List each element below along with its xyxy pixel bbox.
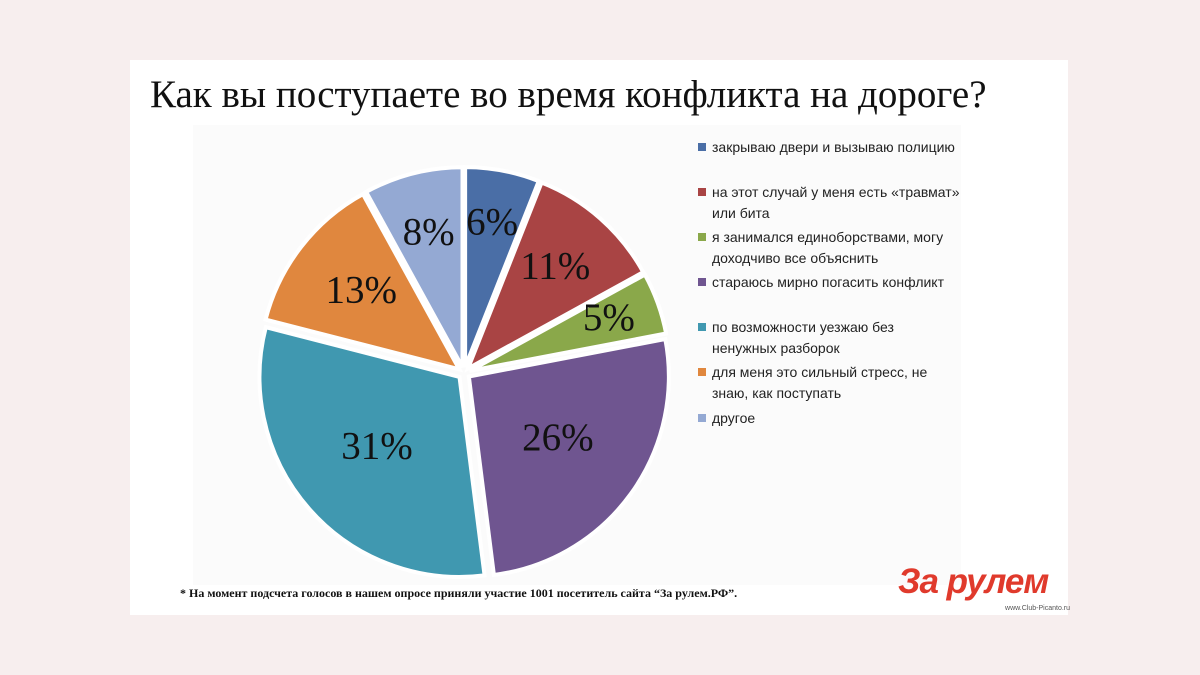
watermark: www.Club-Picanto.ru xyxy=(1005,605,1070,612)
footnote: * На момент подсчета голосов в нашем опр… xyxy=(180,586,738,600)
pie-slice xyxy=(463,165,542,368)
legend-item: закрываю двери и вызываю полицию xyxy=(698,137,998,158)
legend-item: другое xyxy=(698,408,998,429)
pie-slice xyxy=(363,165,465,369)
za-rulem-logo: За рулем xyxy=(898,562,1049,601)
legend-swatch xyxy=(698,323,706,331)
pie-slice xyxy=(263,191,464,373)
legend-item: на этот случай у меня есть «травмат» или… xyxy=(698,182,998,224)
legend-swatch xyxy=(698,188,706,196)
pie-slice xyxy=(464,179,646,373)
legend-item: для меня это сильный стресс, не знаю, ка… xyxy=(698,362,998,404)
legend-label: на этот случай у меня есть «травмат» или… xyxy=(712,184,960,221)
legend-swatch xyxy=(698,368,706,376)
slice-percent-label: 31% xyxy=(341,425,413,468)
legend-label: закрываю двери и вызываю полицию xyxy=(712,139,955,155)
legend-item: я занимался единоборствами, могу доходчи… xyxy=(698,227,998,269)
pie-slice xyxy=(468,271,669,373)
slice-percent-label: 26% xyxy=(522,416,594,459)
legend-label: другое xyxy=(712,410,756,426)
legend-swatch xyxy=(698,143,706,151)
pie-slice xyxy=(257,324,487,579)
legend-label: для меня это сильный стресс, не знаю, ка… xyxy=(712,364,928,401)
pie-slice xyxy=(466,336,671,578)
legend-item: по возможности уезжаю без ненужных разбо… xyxy=(698,317,998,359)
legend-swatch xyxy=(698,278,706,286)
legend-label: стараюсь мирно погасить конфликт xyxy=(712,274,944,290)
slice-percent-label: 6% xyxy=(466,201,518,244)
slice-percent-label: 13% xyxy=(326,268,398,311)
legend-item: стараюсь мирно погасить конфликт xyxy=(698,272,998,293)
legend-label: по возможности уезжаю без ненужных разбо… xyxy=(712,319,894,356)
legend-swatch xyxy=(698,414,706,422)
slice-percent-label: 8% xyxy=(403,210,455,253)
slice-percent-label: 5% xyxy=(583,296,635,339)
legend-swatch xyxy=(698,233,706,241)
legend-label: я занимался единоборствами, могу доходчи… xyxy=(712,229,944,266)
slice-percent-label: 11% xyxy=(520,244,590,287)
chart-title: Как вы поступаете во время конфликта на … xyxy=(150,73,987,116)
